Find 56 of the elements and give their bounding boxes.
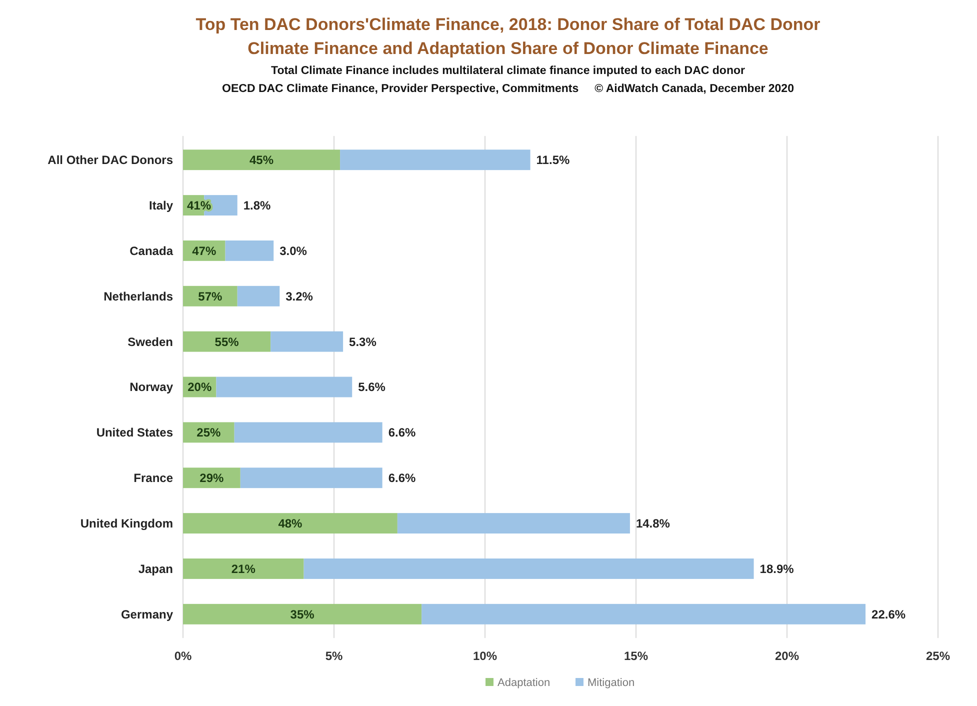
bar: [183, 604, 422, 624]
x-tick-label: 0%: [174, 649, 192, 663]
total-label: 3.2%: [286, 289, 314, 304]
total-label: 1.8%: [243, 198, 272, 212]
annotation: 55%: [214, 334, 240, 349]
annotation: 47%: [192, 244, 216, 258]
bar: [183, 513, 398, 534]
bar: [183, 150, 340, 170]
bar: [216, 376, 352, 398]
total-label: 6.6%: [388, 471, 416, 486]
y-tick-label: Norway: [130, 380, 174, 394]
bar: [234, 422, 382, 443]
total-label: 14.8%: [636, 516, 670, 530]
chart-subtitle: Total Climate Finance includes multilateral climate finance imputed to each DAC donor: [271, 65, 746, 77]
annotation: 20%: [188, 380, 212, 394]
total-label: 6.6%: [388, 426, 416, 440]
y-tick-label: Japan: [138, 562, 173, 576]
total-label: 5.3%: [349, 334, 377, 349]
bar: [225, 240, 274, 261]
annotation: 21%: [231, 562, 256, 576]
total-label: 5.6%: [358, 380, 386, 394]
total-label: 22.6%: [872, 607, 906, 622]
bar: [270, 331, 344, 352]
annotation: 57%: [198, 289, 223, 304]
total-label: 18.9%: [760, 562, 794, 576]
bar: [340, 150, 530, 170]
bar: [422, 604, 866, 624]
bar: [304, 558, 754, 579]
annotation: 45%: [250, 153, 274, 168]
chart-title: Top Ten DAC Donors'Climate Finance, 2018: Donor Share of Total DAC Donor Climate Finance and Adaptation Share of Donor Climate Finance: [196, 15, 821, 58]
y-tick-label: All Other DAC Donors: [48, 153, 174, 168]
annotation: 35%: [290, 607, 315, 622]
y-tick-label: France: [134, 471, 174, 486]
y-tick-label: Germany: [120, 607, 174, 622]
annotation: 29%: [200, 471, 224, 486]
x-tick-label: 25%: [926, 649, 950, 663]
y-tick-label: United Kingdom: [80, 516, 173, 530]
x-tick-label: 20%: [774, 649, 800, 663]
y-tick-label: United States: [96, 426, 174, 440]
x-tick-label: 15%: [624, 649, 648, 663]
x-tick-label: 10%: [472, 649, 498, 663]
annotation: 48%: [278, 516, 303, 530]
y-tick-label: Italy: [148, 198, 174, 212]
bar: [237, 286, 280, 306]
annotation: 25%: [196, 426, 221, 440]
legend-label: Mitigation: [588, 677, 635, 689]
legend-label: Adaptation: [498, 677, 550, 689]
y-tick-label: Netherlands: [104, 289, 174, 304]
y-tick-label: Sweden: [128, 334, 173, 349]
text: OECD DAC Climate Finance, Provider Perspective, Commitments © AidWatch Canada, December 2020: [222, 83, 794, 95]
y-tick-label: Canada: [130, 244, 174, 258]
x-tick-label: 5%: [325, 649, 343, 663]
bar: [397, 513, 630, 534]
total-label: 3.0%: [280, 244, 308, 258]
bar: [240, 468, 382, 488]
total-label: 11.5%: [536, 153, 570, 168]
